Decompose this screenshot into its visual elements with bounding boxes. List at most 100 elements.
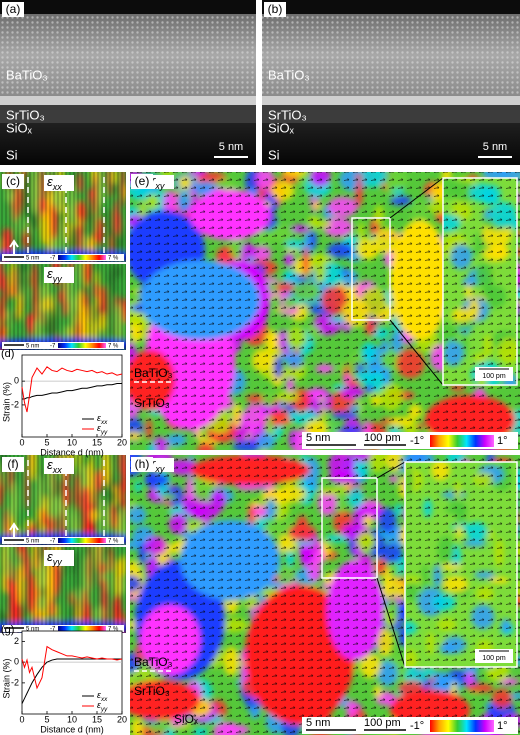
layer-label: SrTiO₃ <box>6 107 45 122</box>
subscript: yy <box>52 274 63 284</box>
panel-label: (h) <box>135 457 150 471</box>
colorbar-min: -7 <box>50 539 56 545</box>
colorbar <box>58 538 106 543</box>
panel-label-box <box>2 2 24 17</box>
plot-area <box>21 354 123 438</box>
data-line <box>21 366 123 413</box>
scale-bar-label: 5 nm <box>306 717 330 729</box>
scale-bar-label: 5 nm <box>26 344 39 350</box>
symbol-label: rxy <box>151 456 165 474</box>
panel-label-box <box>131 174 153 189</box>
inset-scale-box <box>475 649 513 663</box>
si-substrate <box>262 123 520 165</box>
subscript: xy <box>154 464 165 474</box>
panel-label: (f) <box>7 457 18 471</box>
symbol-box <box>148 458 174 472</box>
colorbar <box>430 435 494 447</box>
x-axis-label: Distance d (nm) <box>40 724 104 734</box>
symbol-box <box>148 175 174 189</box>
symbol-label: εxx <box>97 413 108 426</box>
symbol-box <box>44 267 74 283</box>
panel-label: (b) <box>268 2 283 16</box>
symbol-label: εxx <box>47 174 62 192</box>
zoom-line <box>376 461 406 479</box>
data-line <box>22 383 122 400</box>
layer-label: SiOₓ <box>268 120 295 135</box>
layer-label: SrTiO₃ <box>268 107 307 122</box>
subscript: xy <box>154 181 165 191</box>
vector-scale-label: 100 pm <box>364 717 401 729</box>
x-tick-label: 15 <box>92 714 102 724</box>
inset-scale-label: 100 pm <box>482 373 506 380</box>
atom-lattice <box>0 14 256 96</box>
selection-box <box>351 217 391 321</box>
colorbar-min: -7 <box>50 344 56 350</box>
y-tick-label: 2 <box>14 636 19 646</box>
symbol: ε <box>97 700 102 710</box>
panel-label-box <box>2 174 24 189</box>
atom-lattice <box>262 14 520 96</box>
symbol-label: εyy <box>47 549 62 567</box>
colorbar-min: -7 <box>50 256 56 262</box>
layer-label: SiOₓ <box>174 712 198 726</box>
layer-label: BaTiO₃ <box>268 67 310 82</box>
zoom-line <box>389 177 444 219</box>
layer-label: SrTiO₃ <box>134 684 170 698</box>
subscript: yy <box>52 557 63 567</box>
colorbar-min: -1° <box>410 435 424 447</box>
colorbar-min: -1° <box>410 720 424 732</box>
x-tick-label: 20 <box>117 714 127 724</box>
symbol: ε <box>47 457 53 472</box>
si-substrate <box>0 123 256 165</box>
layer-label: SrTiO₃ <box>134 396 170 410</box>
symbol: ε <box>97 413 102 423</box>
srtio3-band <box>0 96 256 105</box>
subscript: yy <box>100 429 108 436</box>
symbol-label: εyy <box>47 266 62 284</box>
symbol: ε <box>47 266 53 281</box>
map <box>0 547 126 633</box>
scale-bar-label: 5 nm <box>483 141 507 153</box>
arrow-marker <box>9 522 19 537</box>
layer-label: Si <box>268 147 280 162</box>
y-tick-label: -2 <box>11 677 19 687</box>
map <box>443 178 517 385</box>
panel-label: (c) <box>6 174 20 188</box>
scale-bar-label: 5 nm <box>26 539 39 545</box>
data-line <box>21 645 123 690</box>
subscript: xx <box>100 696 108 703</box>
x-tick-label: 15 <box>92 437 102 447</box>
data-line <box>21 658 122 704</box>
inset-frame <box>404 461 518 668</box>
y-tick-label: -2 <box>11 399 19 409</box>
map <box>0 172 126 262</box>
colorbar <box>58 255 106 260</box>
colorbar <box>58 343 106 348</box>
symbol: r <box>151 456 156 471</box>
y-tick-label: 0 <box>14 657 19 667</box>
layer-label: BaTiO₃ <box>134 366 173 380</box>
symbol: ε <box>47 174 53 189</box>
panel-label-box <box>2 457 24 472</box>
x-tick-label: 20 <box>117 437 127 447</box>
symbol-label: εyy <box>97 423 108 436</box>
y-axis-label: Strain (%) <box>1 658 11 698</box>
colorbar-max: 7 % <box>108 539 119 545</box>
symbol: ε <box>97 690 102 700</box>
vector-field <box>405 462 517 667</box>
x-tick-label: 0 <box>19 437 24 447</box>
map <box>0 264 126 350</box>
symbol: ε <box>97 423 102 433</box>
scale-bar-label: 5 nm <box>306 432 330 444</box>
colorbar-max: 1° <box>497 435 508 447</box>
panel-label: (d) <box>1 348 14 360</box>
colorbar-max: 1° <box>497 720 508 732</box>
x-axis-label: Distance d (nm) <box>40 447 104 457</box>
symbol-label: rxy <box>151 173 165 191</box>
panel-label: (g) <box>1 624 14 636</box>
inset-frame <box>442 177 518 386</box>
symbol: r <box>151 173 156 188</box>
vector-field <box>443 178 517 385</box>
